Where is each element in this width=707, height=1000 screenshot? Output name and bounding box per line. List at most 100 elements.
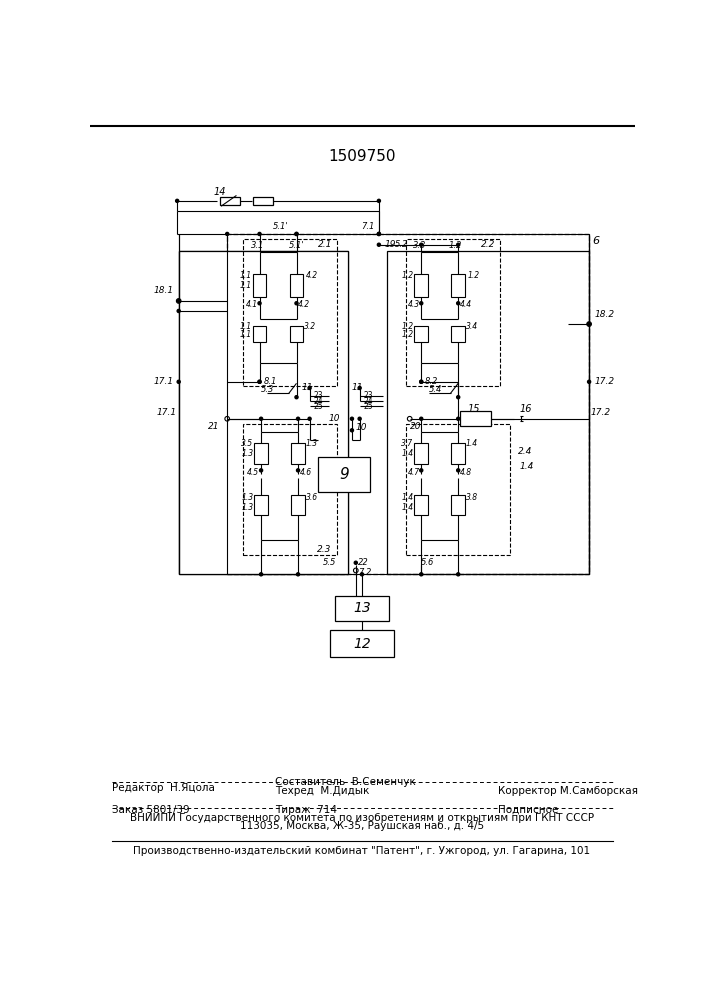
Bar bbox=[243, 424, 337, 555]
Text: 17.2: 17.2 bbox=[590, 408, 611, 417]
Text: 10: 10 bbox=[329, 414, 340, 423]
Text: 2.3: 2.3 bbox=[317, 545, 332, 554]
Circle shape bbox=[259, 469, 262, 472]
Text: 5.2: 5.2 bbox=[395, 240, 409, 249]
Bar bbox=[406, 239, 500, 386]
Bar bbox=[414, 326, 428, 342]
Text: 9: 9 bbox=[339, 467, 349, 482]
Text: 4.1: 4.1 bbox=[246, 300, 258, 309]
Circle shape bbox=[420, 243, 423, 246]
Bar bbox=[252, 274, 267, 297]
Circle shape bbox=[296, 469, 300, 472]
Circle shape bbox=[351, 429, 354, 432]
Text: Тираж  714: Тираж 714 bbox=[275, 805, 337, 815]
Circle shape bbox=[457, 302, 460, 305]
Text: 21: 21 bbox=[208, 422, 219, 431]
Circle shape bbox=[296, 417, 300, 420]
Bar bbox=[227, 234, 589, 574]
Text: 1.1: 1.1 bbox=[240, 271, 252, 280]
Text: 1.1: 1.1 bbox=[240, 322, 252, 331]
Circle shape bbox=[259, 573, 262, 576]
Text: 22: 22 bbox=[358, 558, 369, 567]
Circle shape bbox=[420, 469, 423, 472]
Text: Производственно-издательский комбинат "Патент", г. Ужгород, ул. Гагарина, 101: Производственно-издательский комбинат "П… bbox=[134, 846, 590, 856]
Bar bbox=[406, 424, 510, 555]
Text: 23: 23 bbox=[313, 391, 323, 400]
Circle shape bbox=[420, 380, 423, 383]
Text: 4.4: 4.4 bbox=[460, 300, 472, 309]
Bar bbox=[451, 495, 465, 515]
Circle shape bbox=[296, 573, 300, 576]
Bar bbox=[460, 411, 491, 426]
Text: 1.2: 1.2 bbox=[402, 271, 414, 280]
Text: Техред  М.Дидык: Техред М.Дидык bbox=[275, 786, 369, 796]
Text: 8.2: 8.2 bbox=[425, 377, 438, 386]
Circle shape bbox=[295, 396, 298, 399]
Text: 24: 24 bbox=[363, 397, 373, 406]
Text: Корректор М.Самборская: Корректор М.Самборская bbox=[498, 786, 638, 796]
Circle shape bbox=[258, 302, 261, 305]
Text: 1.4: 1.4 bbox=[402, 493, 414, 502]
Text: 7.2: 7.2 bbox=[358, 568, 371, 577]
Text: 4.7: 4.7 bbox=[407, 468, 420, 477]
Text: 15: 15 bbox=[467, 404, 480, 414]
Circle shape bbox=[378, 232, 380, 235]
Text: Составитель  В.Семенчук: Составитель В.Семенчук bbox=[275, 777, 416, 787]
Text: 113035, Москва, Ж-35, Раушская наб., д. 4/5: 113035, Москва, Ж-35, Раушская наб., д. … bbox=[240, 821, 484, 831]
Circle shape bbox=[378, 232, 380, 235]
Text: 5.1': 5.1' bbox=[273, 222, 288, 231]
Text: 1.1: 1.1 bbox=[240, 330, 252, 339]
Circle shape bbox=[175, 199, 179, 202]
Text: 3.1: 3.1 bbox=[251, 241, 264, 250]
Text: 2.1: 2.1 bbox=[318, 240, 332, 249]
Text: 1.2: 1.2 bbox=[448, 241, 462, 250]
Text: Заказ 5801/39: Заказ 5801/39 bbox=[112, 805, 189, 815]
Circle shape bbox=[378, 243, 380, 246]
Text: 3.6: 3.6 bbox=[305, 493, 318, 502]
Text: 5.6: 5.6 bbox=[421, 558, 435, 567]
Circle shape bbox=[358, 386, 361, 389]
Text: 11: 11 bbox=[352, 383, 363, 392]
Text: 5.3: 5.3 bbox=[261, 385, 274, 394]
Text: 5.5: 5.5 bbox=[323, 558, 337, 567]
Circle shape bbox=[177, 309, 180, 312]
Text: 1509750: 1509750 bbox=[328, 149, 396, 164]
Text: 11: 11 bbox=[302, 383, 313, 392]
Bar bbox=[451, 443, 465, 464]
Circle shape bbox=[588, 380, 590, 383]
Text: 2.4: 2.4 bbox=[518, 447, 532, 456]
Text: 5.1': 5.1' bbox=[288, 241, 304, 250]
Text: 3.7: 3.7 bbox=[402, 439, 414, 448]
Text: 17.1: 17.1 bbox=[157, 408, 177, 417]
Text: 4.5: 4.5 bbox=[247, 468, 259, 477]
Bar bbox=[318, 457, 370, 492]
Bar bbox=[254, 443, 268, 464]
Circle shape bbox=[259, 417, 262, 420]
Text: 1.2: 1.2 bbox=[402, 322, 414, 331]
Text: 18.2: 18.2 bbox=[595, 310, 614, 319]
Circle shape bbox=[420, 573, 423, 576]
Bar bbox=[253, 197, 274, 205]
Circle shape bbox=[420, 380, 423, 383]
Text: 17.1: 17.1 bbox=[153, 377, 173, 386]
Circle shape bbox=[457, 417, 460, 420]
Circle shape bbox=[308, 386, 311, 389]
Circle shape bbox=[361, 573, 363, 576]
Circle shape bbox=[177, 380, 180, 383]
Circle shape bbox=[258, 380, 261, 383]
Text: 3.3: 3.3 bbox=[413, 241, 426, 250]
Text: 1.2: 1.2 bbox=[402, 330, 414, 339]
Text: 1.3: 1.3 bbox=[241, 493, 253, 502]
Text: 1.4: 1.4 bbox=[402, 503, 414, 512]
Bar bbox=[290, 326, 303, 342]
Text: 25: 25 bbox=[363, 402, 373, 411]
Circle shape bbox=[351, 417, 354, 420]
Text: 13: 13 bbox=[353, 601, 371, 615]
Text: Подписное: Подписное bbox=[498, 805, 559, 815]
Bar bbox=[179, 251, 348, 574]
Bar bbox=[451, 274, 465, 297]
Bar bbox=[414, 495, 428, 515]
Text: 7.1: 7.1 bbox=[362, 222, 375, 231]
Text: 3.4: 3.4 bbox=[466, 322, 478, 331]
Bar bbox=[414, 443, 428, 464]
